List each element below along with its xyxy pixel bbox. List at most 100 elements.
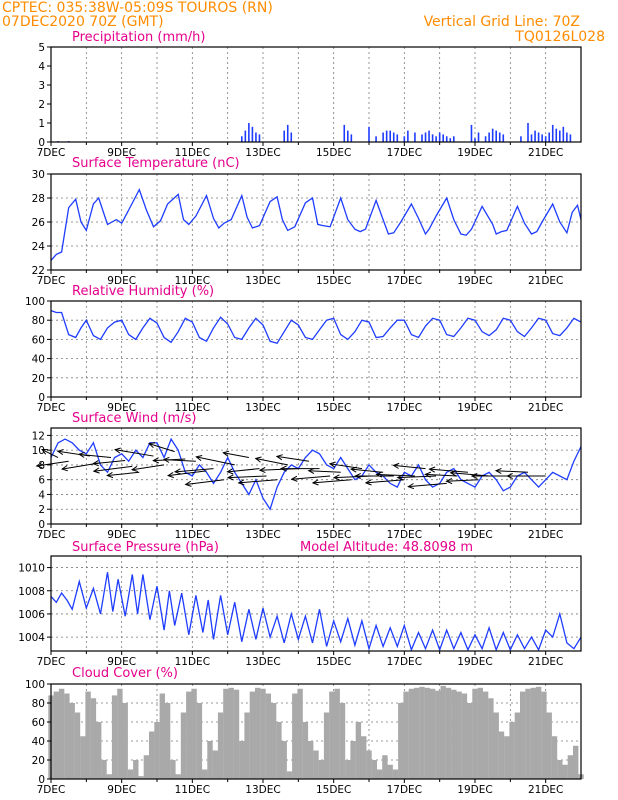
pressure-ytick-label: 1004	[18, 632, 45, 644]
cloud-column	[419, 686, 425, 779]
wind-xtick-label: 13DEC	[245, 529, 280, 541]
wind-vector-head	[166, 471, 174, 479]
wind-vector-shaft	[351, 468, 384, 473]
precip-bar	[248, 123, 250, 142]
wind-vector	[92, 465, 133, 474]
precip-bar	[488, 132, 490, 142]
temperature-series-line	[50, 187, 582, 261]
cloud-xtick-label: 17DEC	[387, 784, 422, 796]
humidity-ytick-label: 100	[25, 296, 45, 308]
precip-bar	[544, 136, 547, 142]
wind-vector	[173, 468, 214, 475]
wind-vector-shaft	[429, 468, 468, 473]
wind-vector	[226, 474, 267, 481]
wind-vector	[130, 464, 165, 472]
wind-vector	[349, 466, 384, 473]
cloud-column	[318, 760, 325, 779]
cloud-column	[514, 712, 521, 779]
cloud-column	[95, 722, 102, 779]
precip-ytick-label: 4	[38, 61, 45, 73]
wind-vector	[428, 466, 468, 473]
precip-bar	[541, 134, 543, 142]
wind-vector-head	[56, 449, 64, 456]
temperature-title: Surface Temperature (nC)	[72, 156, 240, 171]
humidity-xtick-label: 9DEC	[107, 402, 136, 414]
wind-xtick-label: 19DEC	[457, 529, 492, 541]
wind-vector-shaft	[408, 482, 447, 488]
precip-xtick-label: 19DEC	[457, 147, 492, 159]
pressure-xtick-label: 15DEC	[316, 656, 351, 668]
cloud-column	[530, 687, 537, 779]
wind-xtick-label: 11DEC	[175, 529, 210, 541]
cloud-column	[191, 688, 197, 779]
wind-vector	[311, 479, 352, 486]
humidity-ytick-label: 20	[32, 373, 45, 385]
cloud-column	[223, 688, 229, 779]
wind-vector-shaft	[163, 459, 196, 462]
wind-vector-shaft	[196, 456, 235, 466]
wind-vector-head	[392, 462, 400, 469]
wind-vector	[254, 456, 288, 466]
cloud-column	[504, 736, 510, 779]
wind-vector-shaft	[175, 468, 214, 473]
cloud-column	[392, 769, 399, 779]
wind-vector-shaft	[185, 479, 225, 485]
cloud-column	[249, 691, 256, 779]
precip-bar	[559, 130, 561, 142]
wind-frame	[50, 427, 582, 525]
wind-xtick-label: 17DEC	[387, 529, 422, 541]
header-code: TQ0126L028	[514, 29, 605, 45]
cloud-column	[138, 776, 144, 779]
temperature-ytick-label: 30	[32, 169, 45, 181]
cloud-title: Cloud Cover (%)	[72, 666, 178, 681]
wind-vector-head	[77, 451, 85, 458]
precip-ytick-label: 1	[38, 118, 45, 130]
cloud-column	[133, 760, 139, 779]
cloud-column	[355, 722, 362, 779]
wind-vector-shaft	[228, 475, 267, 479]
cloud-column	[233, 689, 240, 779]
cloud-column	[519, 691, 526, 779]
cloud-column	[440, 685, 446, 779]
precip-bar	[569, 134, 572, 142]
wind-vector	[106, 471, 140, 479]
precip-bar	[562, 126, 565, 142]
wind-series-line	[50, 437, 582, 511]
cloud-column	[466, 703, 473, 779]
temperature-panel: Surface Temperature (nC) 22 24 26 28 30 7DEC 9D…	[32, 156, 582, 287]
wind-vector-shaft	[168, 470, 207, 477]
precip-bar	[477, 132, 480, 142]
precip-bar	[382, 132, 384, 142]
cloud-xtick-label: 9DEC	[107, 784, 136, 796]
cloud-column	[143, 755, 150, 779]
cloud-xtick-label: 13DEC	[245, 784, 280, 796]
cloud-column	[292, 693, 298, 779]
cloud-column	[546, 712, 552, 779]
precip-bar	[445, 136, 448, 142]
cloud-column	[164, 703, 171, 779]
cloud-column	[186, 691, 192, 779]
wind-vector-shaft	[450, 472, 490, 477]
wind-vector	[307, 467, 341, 475]
wind-vector-shaft	[329, 463, 363, 470]
cloud-column	[260, 688, 266, 779]
wind-vector-head	[92, 467, 100, 474]
precip-bar	[495, 130, 497, 142]
precip-bar	[255, 132, 257, 142]
wind-vector-shaft	[238, 479, 278, 484]
precip-bar	[375, 136, 377, 142]
precip-xtick-label: 7DEC	[37, 147, 66, 159]
wind-vector-head	[307, 467, 315, 475]
wind-vector-shaft	[376, 473, 415, 477]
humidity-xtick-label: 21DEC	[528, 402, 563, 414]
precip-bar	[566, 132, 568, 142]
wind-vector	[407, 482, 447, 490]
precip-xtick-label: 11DEC	[175, 147, 210, 159]
wind-xtick-label: 7DEC	[37, 529, 66, 541]
wind-vector	[77, 451, 112, 459]
wind-vector-head	[226, 468, 234, 475]
wind-vector-head	[195, 455, 203, 461]
precip-bar	[414, 132, 416, 142]
